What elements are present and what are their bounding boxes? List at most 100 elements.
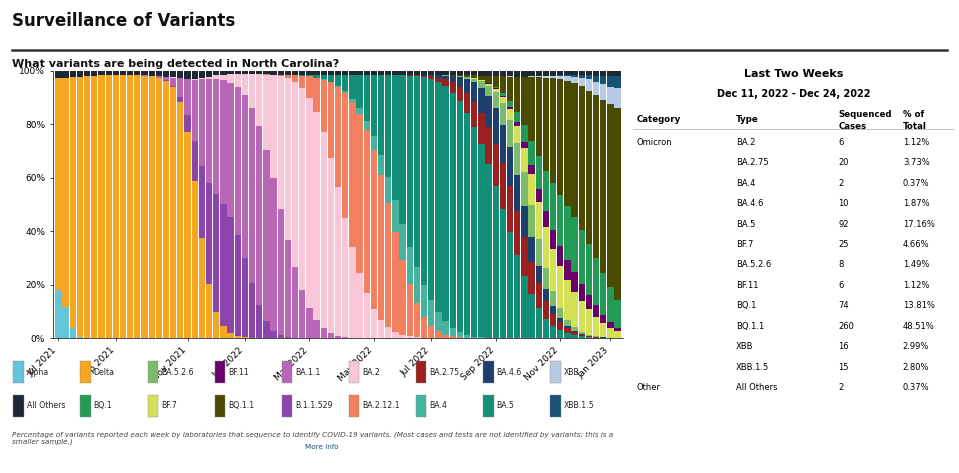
Bar — [485, 71, 492, 76]
Text: BA.5: BA.5 — [736, 219, 755, 228]
Bar — [607, 105, 614, 287]
Text: Delta: Delta — [94, 368, 115, 377]
Bar — [256, 126, 263, 305]
Text: XBB.1.5: XBB.1.5 — [736, 363, 769, 372]
Bar — [342, 218, 348, 337]
Bar — [206, 79, 212, 183]
Bar — [416, 361, 427, 383]
Text: 0.37%: 0.37% — [902, 383, 929, 392]
Bar — [81, 395, 91, 417]
Bar — [357, 114, 363, 273]
Bar — [564, 328, 571, 333]
Bar — [479, 80, 484, 81]
Bar — [543, 76, 550, 78]
Bar — [155, 76, 162, 78]
Bar — [507, 109, 513, 120]
Bar — [421, 78, 427, 285]
Bar — [357, 108, 363, 114]
Bar — [578, 284, 585, 301]
Bar — [77, 77, 83, 337]
Bar — [500, 76, 506, 93]
Bar — [615, 108, 620, 300]
Bar — [363, 130, 370, 293]
Bar — [471, 75, 478, 78]
Bar — [471, 82, 478, 102]
Text: More info: More info — [305, 444, 339, 450]
Bar — [270, 75, 277, 178]
Text: 2: 2 — [838, 383, 844, 392]
Text: BF.11: BF.11 — [228, 368, 249, 377]
Bar — [413, 75, 420, 76]
Bar — [421, 71, 427, 75]
Text: Category: Category — [636, 115, 680, 124]
Bar — [572, 332, 577, 335]
Text: Type: Type — [736, 115, 759, 124]
Text: BQ.1.1: BQ.1.1 — [736, 322, 764, 331]
Bar — [184, 115, 191, 132]
Bar — [479, 76, 484, 80]
Bar — [407, 75, 413, 76]
Bar — [522, 148, 527, 172]
Bar — [256, 71, 263, 74]
Bar — [493, 87, 499, 88]
Bar — [450, 328, 456, 336]
Bar — [371, 75, 377, 136]
Text: BA.5: BA.5 — [497, 402, 514, 411]
Bar — [586, 337, 592, 338]
Text: BQ.1.1: BQ.1.1 — [228, 402, 254, 411]
Bar — [578, 75, 585, 78]
Bar — [192, 141, 198, 181]
Bar — [199, 166, 205, 238]
Bar — [600, 84, 606, 100]
Bar — [522, 236, 527, 276]
Bar — [213, 194, 220, 312]
Bar — [242, 258, 248, 337]
Bar — [235, 236, 241, 335]
Bar — [485, 96, 492, 127]
Bar — [399, 75, 406, 224]
Bar — [572, 83, 577, 218]
Bar — [282, 395, 292, 417]
Text: 2: 2 — [838, 179, 844, 188]
Bar — [105, 71, 112, 75]
Text: Surveillance of Variants: Surveillance of Variants — [12, 12, 235, 30]
Text: 15: 15 — [838, 363, 849, 372]
Bar — [564, 206, 571, 260]
Bar — [263, 321, 269, 338]
Text: 48.51%: 48.51% — [902, 322, 935, 331]
Bar — [184, 79, 191, 115]
Bar — [413, 76, 420, 267]
Bar — [84, 71, 90, 76]
Bar — [615, 332, 620, 338]
Bar — [99, 71, 105, 75]
Bar — [421, 76, 427, 78]
Bar — [572, 272, 577, 292]
Bar — [399, 224, 406, 260]
Bar — [127, 75, 133, 338]
Bar — [500, 96, 506, 103]
Text: 74: 74 — [838, 301, 849, 310]
Bar — [335, 187, 341, 335]
Bar — [479, 88, 484, 113]
Bar — [500, 103, 506, 125]
Bar — [428, 75, 434, 76]
Bar — [386, 71, 391, 75]
Bar — [306, 75, 313, 77]
Bar — [342, 91, 348, 93]
Bar — [442, 322, 449, 334]
Bar — [507, 120, 513, 148]
Bar — [270, 178, 277, 331]
Bar — [184, 132, 191, 338]
Bar — [536, 76, 542, 77]
Bar — [342, 75, 348, 91]
Bar — [386, 176, 391, 203]
Bar — [493, 144, 499, 186]
Bar — [493, 108, 499, 144]
Bar — [493, 186, 499, 338]
Bar — [306, 77, 313, 98]
Bar — [550, 184, 556, 230]
Bar — [206, 284, 212, 338]
Bar — [564, 320, 571, 326]
Bar — [192, 79, 198, 80]
Bar — [199, 79, 205, 166]
